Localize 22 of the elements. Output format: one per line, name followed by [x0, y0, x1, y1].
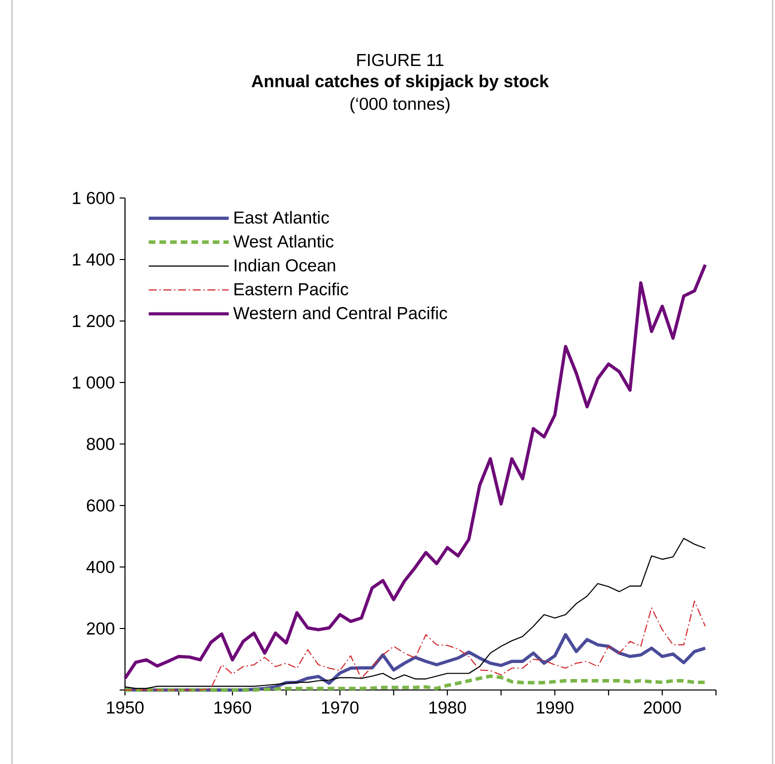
text: (‘000 tonnes)	[350, 97, 450, 114]
x-tick-label: 1990	[536, 701, 574, 714]
x-tick-label: 1980	[429, 701, 466, 714]
y-tick-label: 200	[86, 622, 114, 635]
legend-label: East Atlantic	[234, 210, 330, 224]
x-tick-label: 1970	[322, 701, 359, 714]
y-tick-label: 1 200	[72, 314, 114, 328]
x-tick-label: 1960	[214, 701, 252, 714]
y-tick-label: 1 400	[72, 253, 114, 266]
y-tick-label: 1 600	[72, 192, 114, 204]
chart-title: FIGURE 11	[357, 54, 444, 66]
y-tick-label: 1 000	[72, 376, 114, 389]
chart-subtitle: Annual catches of skipjack by stock	[252, 74, 549, 91]
legend-label: West Atlantic	[233, 234, 334, 248]
y-tick-label: 600	[86, 499, 114, 512]
legend-label: Indian Ocean	[234, 258, 336, 272]
y-tick-label: 400	[86, 560, 114, 574]
legend-label: Western and Central Pacific	[233, 306, 448, 320]
y-tick-label: 800	[86, 438, 114, 450]
x-tick-label: 2000	[644, 701, 681, 714]
legend-label: Eastern Pacific	[234, 282, 348, 296]
x-tick-label: 1950	[107, 701, 144, 714]
